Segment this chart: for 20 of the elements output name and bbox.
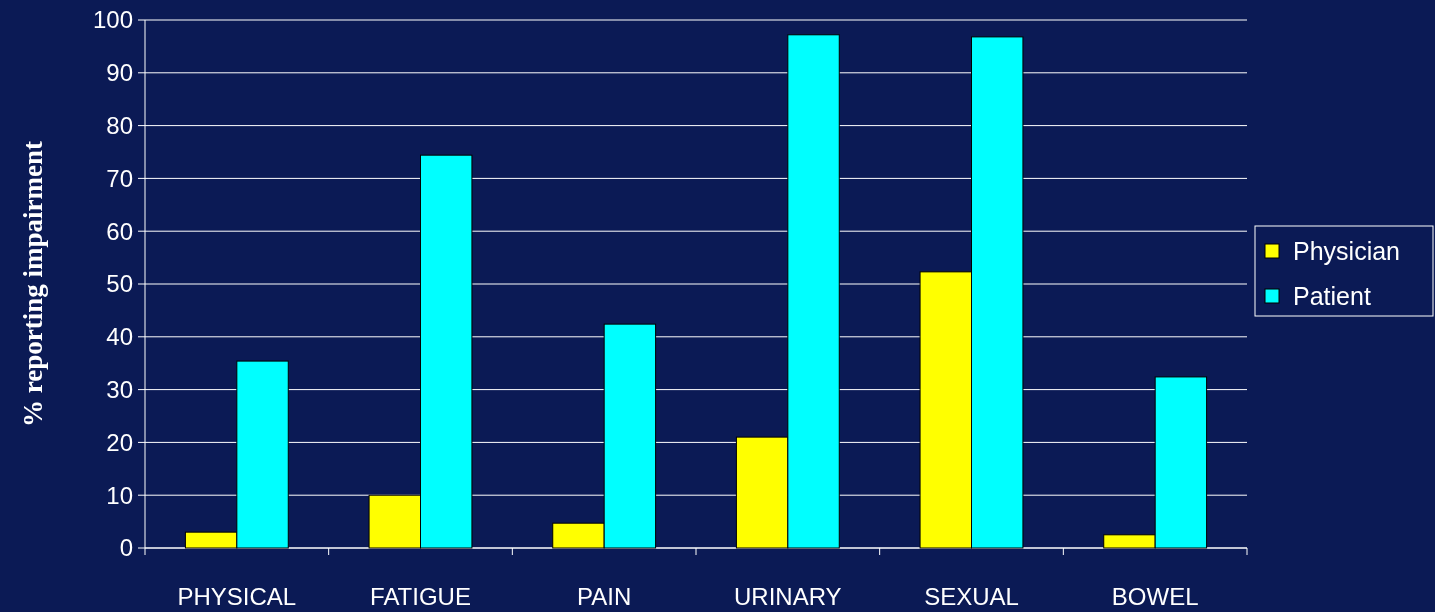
x-tick-label: SEXUAL bbox=[924, 583, 1019, 610]
y-tick-label: 70 bbox=[106, 164, 133, 192]
legend-label: Physician bbox=[1293, 236, 1400, 265]
x-tick-label: BOWEL bbox=[1111, 583, 1199, 610]
y-tick-label: 30 bbox=[106, 376, 133, 403]
legend-label: Patient bbox=[1293, 281, 1371, 310]
x-tick-label: PAIN bbox=[577, 583, 632, 610]
x-tick-label: FATIGUE bbox=[370, 583, 471, 610]
y-tick-label: 10 bbox=[106, 481, 133, 509]
y-tick-label: 90 bbox=[106, 59, 133, 87]
y-tick-label: 80 bbox=[106, 112, 133, 139]
y-axis-title: % reporting impairment bbox=[18, 141, 48, 427]
y-tick-label: 50 bbox=[106, 270, 133, 298]
y-tick-label: 60 bbox=[106, 217, 133, 245]
x-tick-label: URINARY bbox=[734, 583, 842, 610]
y-tick-label: 20 bbox=[106, 428, 133, 456]
y-tick-label: 100 bbox=[92, 6, 133, 34]
x-tick-label: PHYSICAL bbox=[177, 583, 297, 610]
y-tick-label: 40 bbox=[106, 323, 133, 351]
y-tick-label: 0 bbox=[119, 534, 133, 562]
